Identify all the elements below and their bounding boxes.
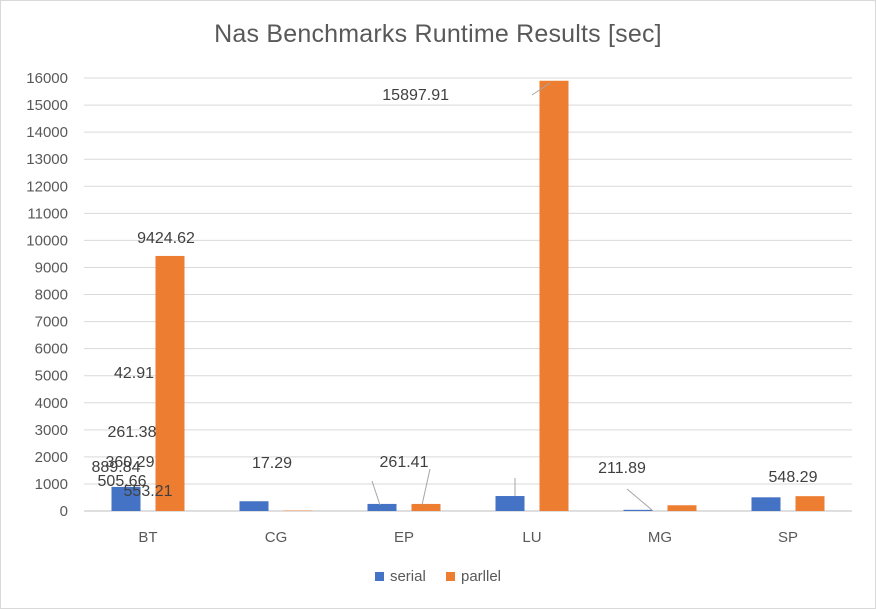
legend-swatch-parllel [446,572,455,581]
y-tick-label: 15000 [26,97,68,114]
y-tick-label: 9000 [35,259,68,276]
y-tick-label: 16000 [26,70,68,87]
data-label: 505.66 [98,473,147,490]
data-label: 553.21 [124,483,173,500]
y-tick-label: 10000 [26,232,68,249]
bar [239,501,269,511]
data-label: 211.89 [598,460,646,477]
x-tick-label: LU [522,529,541,546]
bar [539,80,569,511]
y-tick-label: 7000 [35,314,68,331]
data-label: 42.91 [114,365,154,382]
leader-line [626,488,653,511]
x-tick-label: EP [394,529,414,546]
y-tick-label: 0 [60,503,68,520]
bar [623,509,653,511]
data-label: 261.41 [380,454,429,471]
bar [495,496,525,511]
bar [155,255,185,511]
x-tick-label: SP [778,529,798,546]
bar [411,503,441,511]
legend-label-serial: serial [389,568,426,585]
x-tick-label: BT [138,529,157,546]
leader-line [371,480,381,506]
y-tick-label: 4000 [35,395,68,412]
y-tick-label: 3000 [35,422,68,439]
data-label: 889.84 [92,459,141,476]
y-tick-label: 12000 [26,178,68,195]
legend-item-parllel: parllel [446,568,501,585]
data-label: 9424.62 [137,230,195,247]
bar [367,503,397,511]
data-label: 360.29 [106,454,155,471]
y-tick-label: 2000 [35,449,68,466]
y-tick-label: 6000 [35,341,68,358]
y-tick-label: 13000 [26,151,68,168]
bar [795,496,825,511]
chart-title: Nas Benchmarks Runtime Results [sec] [214,20,662,48]
data-label: 261.38 [108,424,157,441]
y-tick-label: 5000 [35,368,68,385]
bar [111,486,141,511]
data-label: 548.29 [769,469,818,486]
y-tick-label: 11000 [27,205,68,222]
legend: serial parllel [0,568,876,585]
x-tick-label: MG [648,529,672,546]
data-label: 17.29 [252,455,292,472]
y-tick-label: 8000 [35,287,68,304]
x-tick-label: CG [265,529,288,546]
y-tick-label: 1000 [35,476,68,493]
leader-line [531,82,551,96]
legend-swatch-serial [374,572,384,581]
legend-item-serial: serial [374,568,426,585]
bar [667,505,697,511]
data-label: 15897.91 [382,87,449,104]
legend-label-parllel: parllel [461,568,502,585]
leader-line [421,468,431,506]
y-tick-label: 14000 [26,124,68,141]
bar [751,497,781,511]
